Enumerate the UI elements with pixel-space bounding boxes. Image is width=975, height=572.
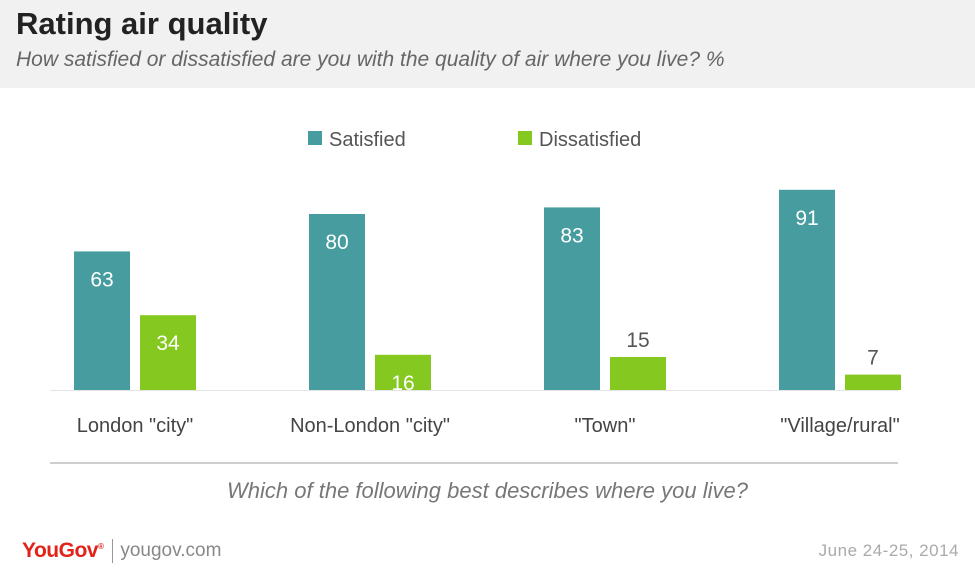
yougov-logo: YouGov® (22, 539, 104, 562)
data-label-0-3: 91 (795, 207, 818, 230)
legend-label-0: Satisfied (329, 129, 406, 151)
data-label-0-0: 63 (90, 268, 113, 291)
bar-1-0 (140, 315, 196, 390)
data-label-1-2: 15 (626, 329, 649, 352)
legend-label-1: Dissatisfied (539, 129, 641, 151)
chart-title: Rating air quality (16, 6, 268, 41)
data-label-0-2: 83 (560, 224, 583, 247)
data-label-0-1: 80 (325, 231, 348, 254)
data-label-1-0: 34 (156, 332, 180, 355)
bar-1-3 (845, 374, 901, 390)
x-axis-question: Which of the following best describes wh… (227, 478, 748, 503)
brand-separator (112, 539, 114, 563)
data-label-1-3: 7 (867, 347, 879, 370)
bar-1-2 (610, 357, 666, 390)
bar-0-2 (544, 207, 600, 390)
chart-subtitle: How satisfied or dissatisfied are you wi… (16, 48, 725, 71)
brand-block: YouGov® yougov.com (22, 536, 221, 566)
bar-0-1 (309, 214, 365, 390)
divider-line (50, 462, 898, 464)
site-link[interactable]: yougov.com (120, 540, 222, 561)
category-label-1: Non-London "city" (290, 415, 450, 437)
legend-swatch-0 (308, 131, 322, 145)
category-label-0: London "city" (77, 415, 194, 437)
survey-date: June 24-25, 2014 (818, 541, 959, 560)
legend-swatch-1 (518, 131, 532, 145)
category-label-3: "Village/rural" (780, 415, 899, 437)
bar-0-3 (779, 189, 835, 390)
header-band: Rating air quality How satisfied or diss… (0, 0, 975, 88)
data-label-1-1: 16 (391, 372, 414, 395)
bar-0-0 (74, 251, 130, 390)
category-label-2: "Town" (575, 415, 636, 437)
bar-chart: Satisfied Dissatisfied 63 34 London "city" 80… (50, 129, 901, 437)
bar-1-1 (375, 354, 431, 390)
